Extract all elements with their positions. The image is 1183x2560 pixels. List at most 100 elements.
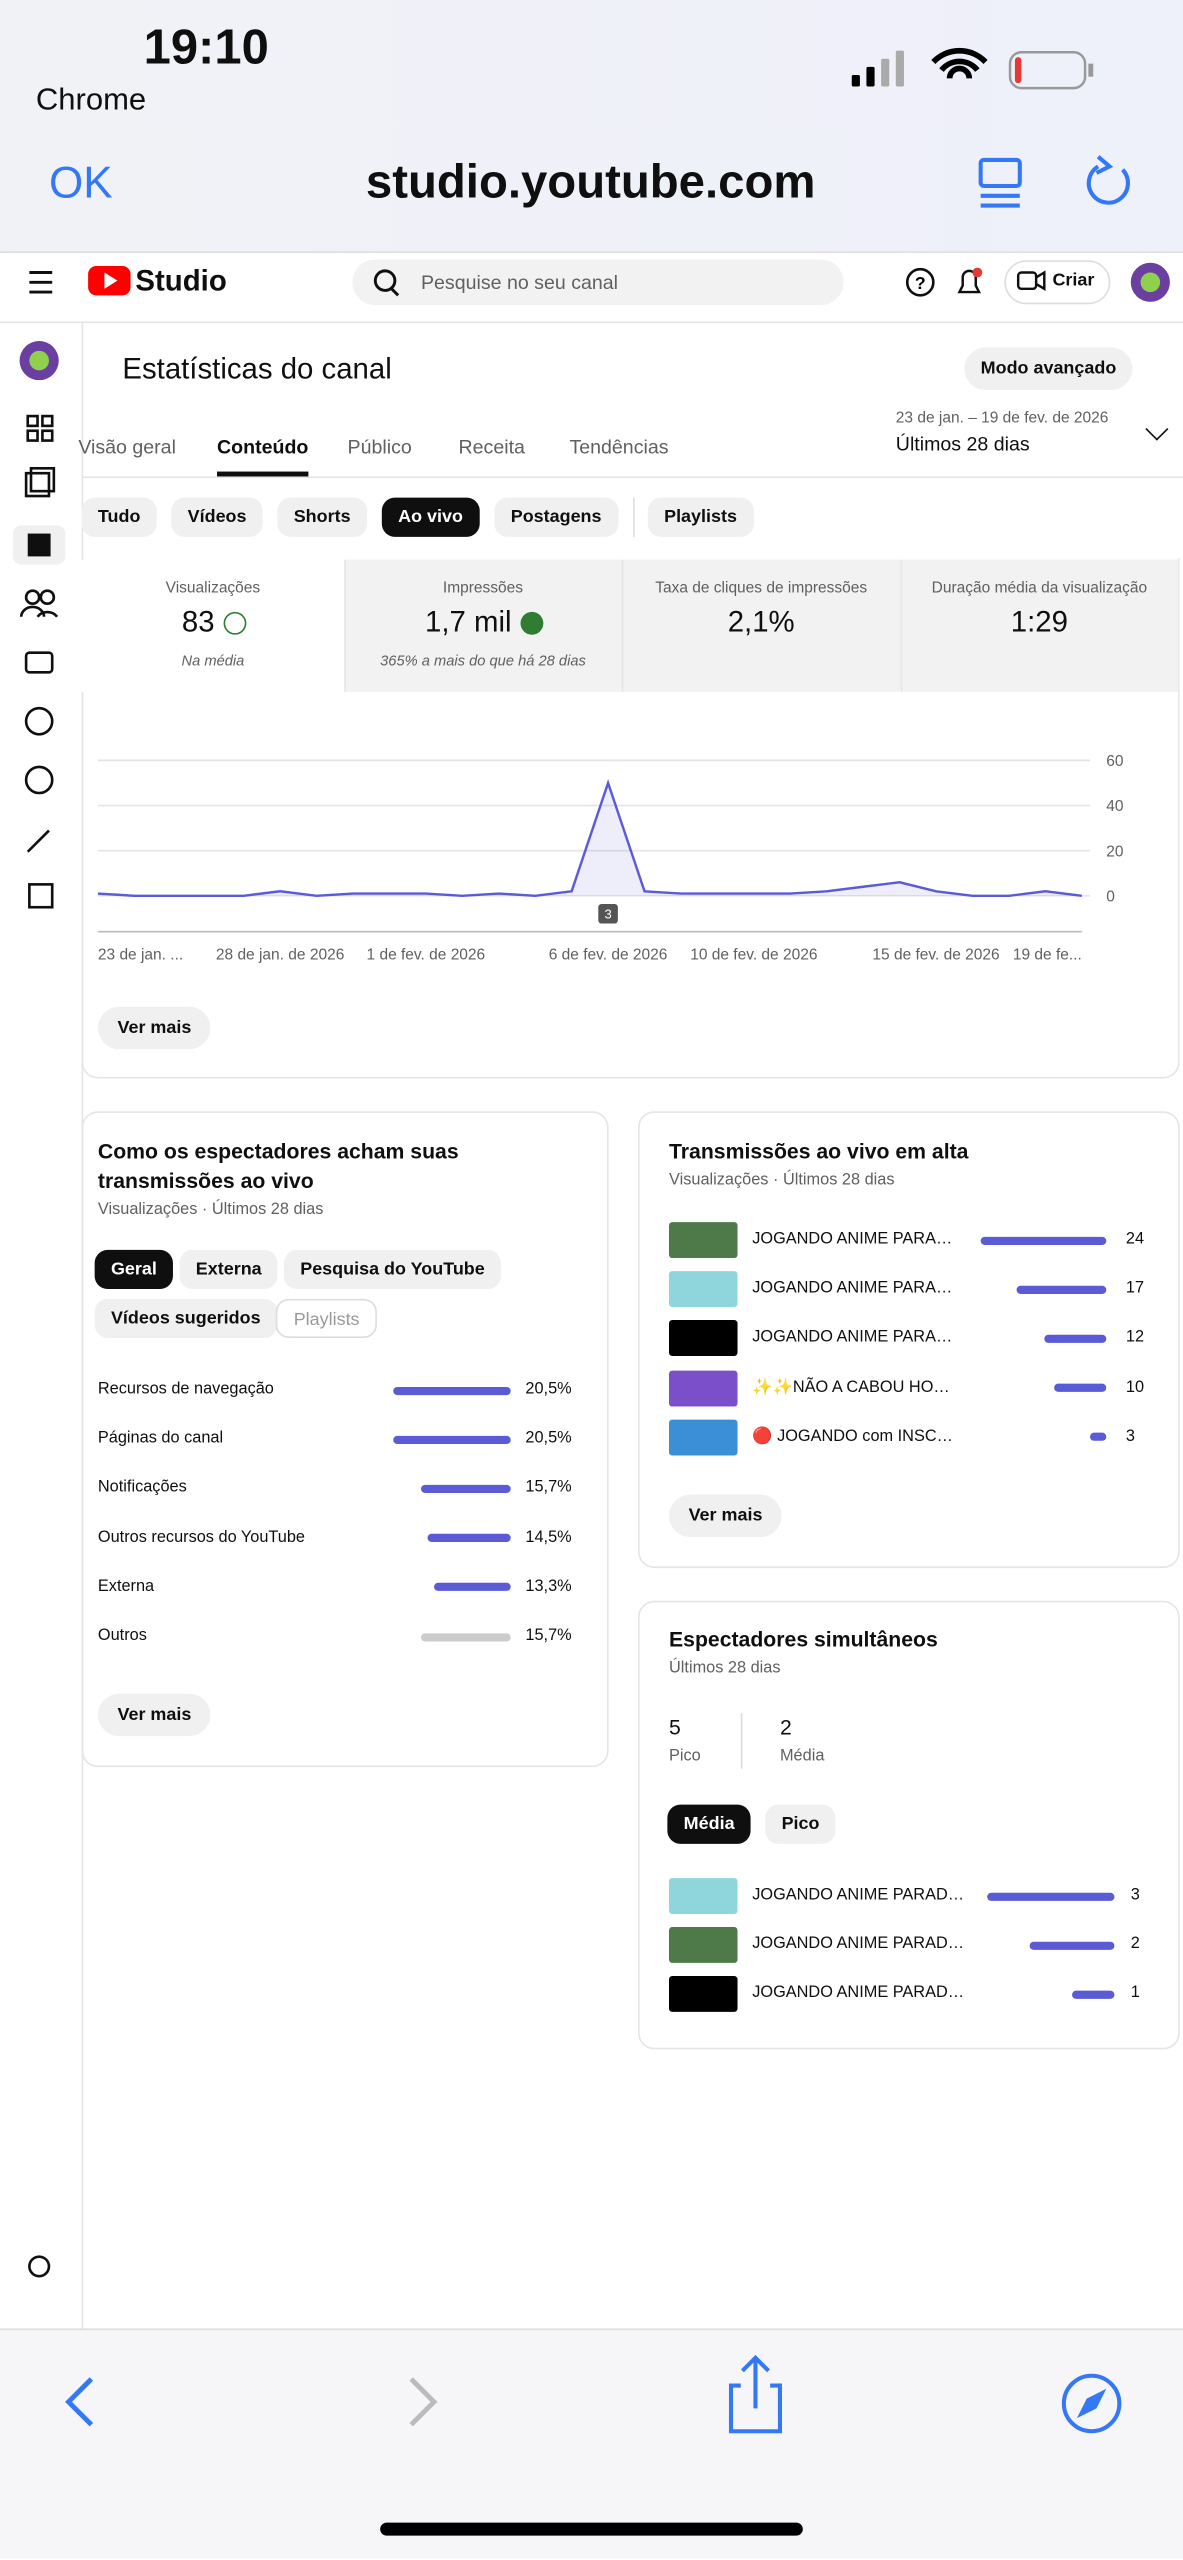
filter-chip[interactable]: Pesquisa do YouTube: [283, 1249, 502, 1290]
value-label: 20,5%: [525, 1380, 572, 1399]
audio-icon[interactable]: [28, 883, 54, 909]
bar: [1017, 1285, 1107, 1294]
thumbnail[interactable]: [668, 1222, 738, 1259]
content-icon[interactable]: [24, 471, 51, 498]
stat-divider: [740, 1713, 743, 1769]
tab[interactable]: Receita: [458, 435, 525, 459]
video-title: 🔴 JOGANDO com INSC…: [752, 1427, 953, 1446]
search-placeholder: Pesquise no seu canal: [420, 270, 619, 294]
copyright-icon[interactable]: [24, 706, 54, 736]
tabs-button[interactable]: [978, 157, 1022, 189]
community-icon[interactable]: [24, 589, 41, 606]
tab[interactable]: Tendências: [569, 435, 669, 459]
filter-chip[interactable]: Shorts: [277, 497, 367, 537]
card-title: Transmissões ao vivo em alta: [668, 1139, 969, 1164]
filter-chip[interactable]: Playlists: [275, 1298, 378, 1338]
bookmarks-button[interactable]: [1061, 2373, 1122, 2434]
stat-label: Pico: [668, 1747, 701, 1766]
bar: [1043, 1334, 1107, 1343]
help-button[interactable]: [905, 267, 935, 297]
bar: [1090, 1433, 1107, 1442]
back-button[interactable]: [65, 2377, 94, 2427]
value-label: 15,7%: [525, 1478, 572, 1497]
metric-label: Duração média da visualização: [931, 579, 1148, 598]
earn-icon[interactable]: [24, 765, 54, 795]
stat-label: Média: [779, 1747, 825, 1766]
home-indicator: [380, 2522, 803, 2536]
menu-button[interactable]: [29, 271, 53, 294]
metric-value: 83: [181, 605, 215, 639]
video-title: JOGANDO ANIME PARA…: [752, 1328, 953, 1347]
concurrent-card: [637, 1600, 1180, 2050]
card-title: Como os espectadores acham suas transmis…: [97, 1138, 459, 1193]
more-button[interactable]: Ver mais: [97, 1693, 211, 1737]
create-label: Criar: [1052, 271, 1095, 292]
clock: 19:10: [143, 21, 269, 76]
tab-underline: [217, 471, 309, 477]
sidebar: [0, 323, 84, 2331]
bar: [980, 1236, 1107, 1245]
value-label: 2: [1130, 1935, 1140, 1954]
video-title: JOGANDO ANIME PARAD…: [752, 1886, 965, 1905]
video-title: ✨✨NÃO A CABOU HO…: [752, 1378, 950, 1397]
value-label: 13,3%: [525, 1577, 572, 1596]
card-subtitle: Visualizações · Últimos 28 dias: [668, 1171, 895, 1190]
done-button[interactable]: OK: [48, 157, 113, 207]
bar: [1072, 1989, 1115, 1999]
value-label: 17: [1125, 1279, 1145, 1298]
filter-chip[interactable]: Vídeos: [171, 497, 263, 537]
filter-chip[interactable]: Vídeos sugeridos: [94, 1298, 277, 1338]
status-icons: [851, 47, 1094, 90]
customize-icon[interactable]: [26, 829, 50, 853]
thumbnail[interactable]: [668, 1369, 738, 1406]
filter-chip[interactable]: Média: [667, 1804, 751, 1844]
search-box[interactable]: [352, 259, 844, 306]
share-button[interactable]: [728, 2354, 782, 2434]
settings-icon[interactable]: [28, 2255, 51, 2278]
thumbnail[interactable]: [668, 1320, 738, 1357]
metric-trend-icon: [519, 611, 543, 635]
tab[interactable]: Público: [347, 435, 412, 459]
date-dropdown[interactable]: [1145, 417, 1169, 441]
bar: [434, 1583, 511, 1592]
tab[interactable]: Conteúdo: [217, 435, 309, 459]
filter-chip[interactable]: Pico: [765, 1804, 836, 1844]
url: studio.youtube.com: [365, 155, 816, 209]
thumbnail[interactable]: [668, 1975, 738, 2012]
top-live-card: [637, 1111, 1180, 1569]
filter-separator: [633, 497, 635, 537]
dashboard-icon[interactable]: [26, 414, 54, 442]
more-button[interactable]: Ver mais: [668, 1494, 783, 1538]
value-label: 10: [1125, 1378, 1145, 1397]
value-label: 14,5%: [525, 1528, 572, 1547]
metric-label: Visualizações: [165, 579, 261, 598]
bar: [420, 1632, 511, 1641]
subtitles-icon[interactable]: [24, 651, 54, 674]
filter-chip[interactable]: Playlists: [647, 497, 754, 537]
browser-top: [0, 0, 1183, 252]
reload-button[interactable]: [1086, 164, 1130, 205]
metric-note: 365% a mais do que há 28 dias: [380, 652, 586, 669]
thumbnail[interactable]: [668, 1271, 738, 1308]
thumbnail[interactable]: [668, 1927, 738, 1963]
back-app: Chrome: [35, 82, 147, 117]
metric-value: 1,7 mil: [425, 605, 512, 639]
filter-chip[interactable]: Postagens: [494, 497, 618, 537]
filter-chip[interactable]: Tudo: [81, 497, 157, 537]
filter-chip[interactable]: Externa: [179, 1249, 278, 1290]
bar: [427, 1533, 511, 1543]
more-button[interactable]: Ver mais: [97, 1006, 211, 1050]
metric-label: Taxa de cliques de impressões: [655, 579, 868, 598]
thumbnail[interactable]: [668, 1419, 738, 1456]
advanced-button[interactable]: Modo avançado: [964, 347, 1133, 390]
thumbnail[interactable]: [668, 1878, 738, 1914]
video-title: JOGANDO ANIME PARA…: [752, 1230, 953, 1249]
tab[interactable]: Visão geral: [78, 435, 176, 459]
card-title: Espectadores simultâneos: [668, 1627, 938, 1652]
sidebar-icons: [13, 341, 66, 2278]
filter-chip[interactable]: Geral: [94, 1249, 174, 1290]
toolbar-icons: [65, 2354, 1122, 2536]
notifications-button[interactable]: [957, 269, 982, 294]
bar: [393, 1435, 511, 1444]
filter-chip[interactable]: Ao vivo: [381, 497, 480, 537]
